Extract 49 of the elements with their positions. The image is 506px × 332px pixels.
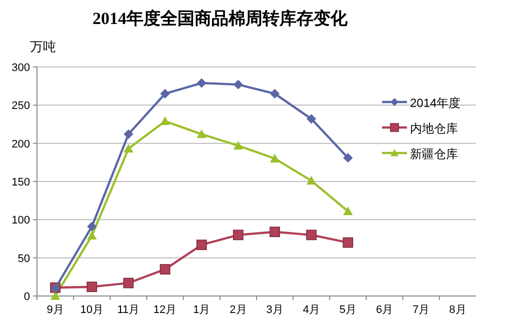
y-tick-label: 0 <box>24 291 30 303</box>
point <box>196 129 206 138</box>
x-tick-label: 2月 <box>230 304 247 316</box>
x-tick-label: 11月 <box>117 304 140 316</box>
chart-title: 2014年度全国商品棉周转库存变化 <box>92 9 348 28</box>
point <box>86 282 98 292</box>
point <box>124 129 134 139</box>
point <box>270 154 280 162</box>
point <box>160 264 170 274</box>
y-tick-label: 50 <box>18 252 30 265</box>
point <box>233 140 244 150</box>
point <box>343 153 353 163</box>
point <box>50 291 60 300</box>
y-tick-label: 200 <box>12 138 30 150</box>
point <box>196 240 207 250</box>
y-axis-title: 万吨 <box>30 39 56 54</box>
x-tick-label: 9月 <box>46 304 64 316</box>
y-tick-label: 150 <box>12 176 30 188</box>
x-tick-label: 4月 <box>302 304 320 316</box>
x-tick-label: 1月 <box>193 304 210 316</box>
point <box>160 116 170 126</box>
x-tick-label: 3月 <box>266 304 284 316</box>
x-tick-label: 12月 <box>153 304 177 316</box>
point <box>306 230 317 240</box>
point <box>196 78 206 88</box>
point <box>306 176 316 185</box>
point <box>124 144 134 153</box>
point <box>87 222 97 232</box>
y-tick-label: 300 <box>12 62 30 74</box>
point <box>233 230 244 240</box>
legend-label: 内地仓库 <box>410 122 458 136</box>
legend-label: 新疆仓库 <box>410 147 458 161</box>
point <box>123 278 134 288</box>
point <box>270 88 280 99</box>
x-tick-label: 5月 <box>339 304 357 316</box>
point <box>87 230 97 240</box>
point <box>306 114 316 124</box>
point <box>233 80 244 90</box>
legend-label: 2014年度 <box>410 96 461 110</box>
point <box>270 226 280 238</box>
x-tick-label: 6月 <box>376 304 394 316</box>
x-tick-label: 10月 <box>80 304 104 316</box>
point <box>342 237 354 248</box>
point <box>343 206 353 216</box>
x-tick-label: 8月 <box>449 304 466 316</box>
y-tick-label: 100 <box>12 214 30 227</box>
y-tick-label: 250 <box>12 100 30 112</box>
point <box>160 88 170 99</box>
x-tick-label: 7月 <box>412 304 430 316</box>
